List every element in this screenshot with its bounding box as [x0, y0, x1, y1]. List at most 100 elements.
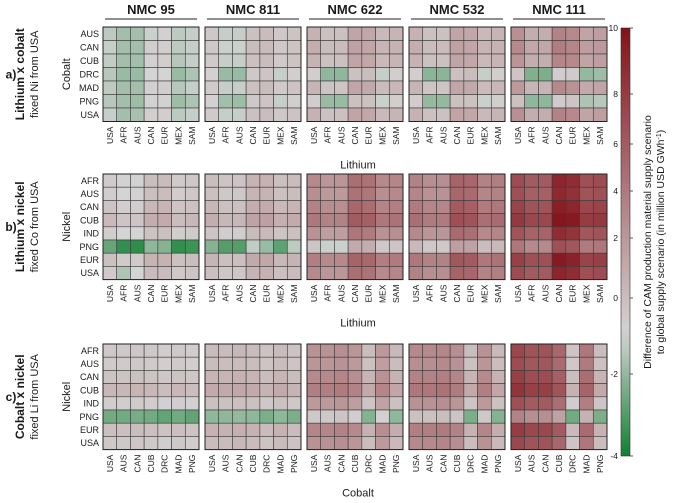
- heatmap-cell: [408, 370, 424, 384]
- heatmap-cell: [422, 396, 437, 411]
- heatmap-cell: [245, 343, 261, 358]
- heatmap-cell: [334, 370, 349, 384]
- heatmap-cell: [347, 356, 363, 371]
- heatmap-cell: [286, 53, 302, 68]
- heatmap-cell: [551, 356, 567, 371]
- heatmap-cell: [306, 356, 322, 371]
- x-tick-label: CAN: [336, 455, 346, 473]
- heatmap-cell: [286, 213, 302, 228]
- heatmap-cell: [361, 213, 376, 228]
- heatmap-cell: [259, 80, 274, 95]
- heatmap-cell: [449, 186, 465, 201]
- nmc-title: NMC 532: [430, 2, 485, 17]
- heatmap-cell: [204, 107, 220, 122]
- heatmap-cell: [565, 396, 580, 411]
- heatmap-cell: [592, 383, 608, 398]
- heatmap-cell: [592, 409, 608, 424]
- heatmap-cell: [524, 67, 539, 82]
- heatmap-cell: [510, 370, 526, 384]
- x-tick-label: PNG: [391, 455, 401, 473]
- x-tick-label: CAN: [350, 127, 360, 145]
- heatmap-cell: [422, 53, 437, 68]
- heatmap-cell: [510, 40, 526, 55]
- heatmap-cell: [130, 436, 145, 450]
- y-tick-label: AUS: [80, 359, 99, 369]
- y-tick-label: DRC: [80, 69, 100, 79]
- heatmap-cell: [143, 53, 159, 68]
- heatmap-cell: [245, 356, 261, 371]
- x-tick-label: SAM: [391, 285, 401, 303]
- heatmap-cell: [320, 343, 335, 358]
- heatmap-cell: [463, 252, 478, 267]
- heatmap-cell: [490, 383, 506, 398]
- heatmap-cell: [592, 266, 608, 280]
- x-tick-label: SAM: [595, 285, 605, 303]
- x-tick-label: CAN: [146, 127, 156, 145]
- heatmap-cell: [286, 186, 302, 201]
- heatmap-cell: [361, 409, 376, 424]
- heatmap-cell: [361, 396, 376, 411]
- heatmap-cell: [436, 356, 451, 371]
- heatmap-cell: [334, 252, 349, 267]
- heatmap-cell: [422, 107, 437, 122]
- panel-title: Cobalt x nickel: [13, 354, 27, 439]
- heatmap-cell: [273, 370, 288, 384]
- heatmap-cell: [286, 40, 302, 55]
- heatmap-cell: [259, 383, 274, 398]
- heatmap-cell: [551, 173, 567, 188]
- heatmap-cell: [463, 370, 478, 384]
- panel-title: Lithium x nickel: [13, 181, 27, 272]
- heatmap-cell: [579, 94, 594, 109]
- heatmap-cell: [130, 40, 145, 55]
- heatmap-cell: [490, 200, 506, 214]
- heatmap-cell: [334, 94, 349, 109]
- heatmap-cell: [408, 383, 424, 398]
- heatmap-cell: [538, 173, 553, 188]
- heatmap-cell: [490, 173, 506, 188]
- y-tick-label: CAN: [80, 202, 99, 212]
- heatmap-cell: [565, 343, 580, 358]
- heatmap-cell: [551, 213, 567, 228]
- heatmap-cell: [143, 80, 159, 95]
- heatmap-cell: [320, 252, 335, 267]
- x-tick-label: EUR: [262, 126, 272, 144]
- heatmap-cell: [130, 383, 145, 398]
- heatmap-cell: [477, 356, 492, 371]
- heatmap-cell: [375, 94, 390, 109]
- x-tick-label: AUS: [234, 126, 244, 144]
- heatmap-cell: [286, 383, 302, 398]
- heatmap-cell: [347, 252, 363, 267]
- y-tick-label: CUB: [80, 385, 99, 395]
- heatmap-cell: [286, 409, 302, 424]
- heatmap-cell: [259, 436, 274, 450]
- x-tick-label: CAN: [248, 127, 258, 145]
- heatmap-cell: [218, 213, 233, 228]
- x-tick-label: MAD: [377, 455, 387, 474]
- heatmap-cell: [116, 26, 131, 41]
- heatmap-cell: [510, 67, 526, 82]
- heatmap-cell: [143, 26, 159, 41]
- heatmap-cell: [218, 383, 233, 398]
- heatmap-cell: [551, 226, 567, 241]
- heatmap-cell: [259, 239, 274, 254]
- heatmap-cell: [259, 186, 274, 201]
- heatmap-cell: [490, 53, 506, 68]
- heatmap-cell: [449, 436, 465, 450]
- heatmap-cell: [273, 343, 288, 358]
- heatmap-cell: [320, 213, 335, 228]
- heatmap-cell: [143, 383, 159, 398]
- heatmap-cell: [510, 213, 526, 228]
- heatmap-cell: [116, 53, 131, 68]
- heatmap-cell: [184, 252, 200, 267]
- heatmap-cell: [157, 239, 172, 254]
- heatmap-cell: [375, 370, 390, 384]
- heatmap-cell: [449, 422, 465, 437]
- heatmap-cell: [375, 173, 390, 188]
- heatmap-cell: [232, 173, 247, 188]
- heatmap-cell: [157, 173, 172, 188]
- heatmap-cell: [157, 213, 172, 228]
- x-tick-label: USA: [105, 454, 115, 472]
- block-frame: [408, 343, 506, 451]
- heatmap-cell: [388, 266, 404, 280]
- heatmap-cell: [116, 213, 131, 228]
